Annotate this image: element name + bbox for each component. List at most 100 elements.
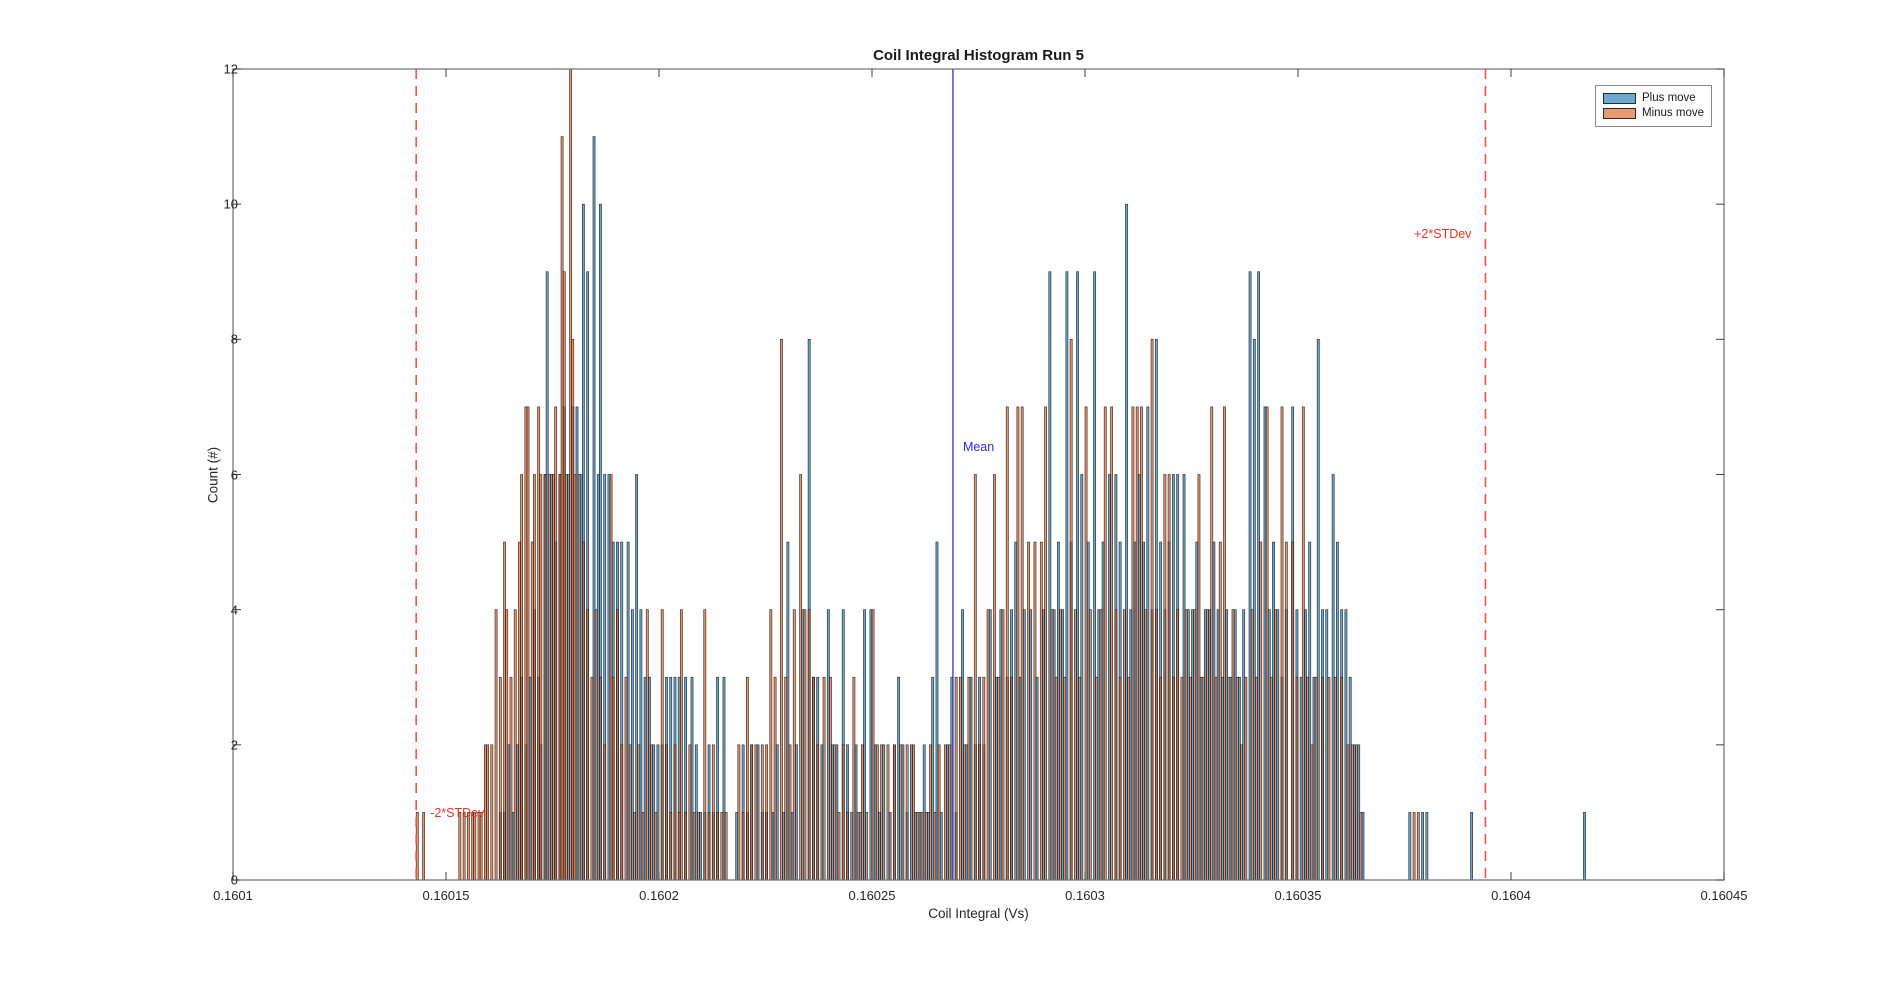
y-tick-label: 12 (223, 61, 238, 77)
histogram-bar (520, 474, 524, 881)
histogram-bar (1059, 609, 1062, 881)
histogram-bar (509, 676, 513, 881)
histogram-bar (899, 744, 903, 881)
histogram-bar (822, 676, 826, 881)
histogram-bar (422, 812, 426, 881)
histogram-bar (1140, 406, 1143, 881)
histogram-bar (1265, 406, 1269, 881)
histogram-bar (929, 744, 932, 881)
histogram-bar (1223, 406, 1226, 881)
histogram-bar (741, 812, 745, 881)
histogram-bar (539, 474, 543, 881)
histogram-bar (581, 541, 585, 881)
histogram-bar (1154, 609, 1158, 881)
histogram-bar (920, 812, 924, 881)
histogram-bar (737, 744, 741, 881)
histogram-bar (1274, 609, 1278, 881)
histogram-bar (986, 609, 990, 881)
histogram-bar (611, 676, 615, 881)
histogram-bar (1416, 812, 1420, 881)
histogram-bar (803, 609, 807, 881)
histogram-bar (564, 474, 568, 881)
histogram-bar (799, 474, 803, 881)
histogram-bar (1301, 406, 1305, 881)
histogram-bar (1214, 676, 1218, 881)
histogram-bar (1176, 609, 1180, 881)
histogram-bar (1135, 406, 1139, 881)
histogram-bar (963, 744, 967, 881)
histogram-bar (784, 676, 788, 881)
histogram-bar (1063, 676, 1067, 881)
histogram-bar (679, 609, 683, 881)
histogram-bar (1180, 676, 1184, 881)
x-tick-label: 0.1603 (1065, 888, 1105, 903)
histogram-bar (1114, 609, 1118, 881)
histogram-bar (505, 609, 509, 881)
histogram-bar (746, 676, 749, 881)
histogram-bar (1355, 744, 1358, 881)
histogram-bar (688, 744, 692, 881)
histogram-bar (1074, 609, 1077, 881)
histogram-bar (590, 676, 594, 881)
histogram-bar (944, 744, 947, 881)
histogram-bar (616, 609, 619, 881)
histogram-bar (769, 609, 773, 881)
histogram-bar (861, 744, 864, 881)
histogram-bar (1231, 609, 1235, 881)
histogram-bar (684, 812, 688, 881)
y-tick-label: 6 (230, 467, 238, 482)
histogram-bar (916, 812, 920, 881)
histogram-bar (513, 609, 517, 881)
histogram-bar (1033, 541, 1037, 881)
histogram-bar (954, 676, 958, 881)
histogram-bar (807, 609, 811, 881)
histogram-bar (1295, 676, 1299, 881)
histogram-bar (1027, 541, 1030, 881)
histogram-bar (1291, 541, 1295, 881)
histogram-bar (829, 676, 832, 881)
histogram-bar (905, 744, 909, 881)
histogram-bar (937, 744, 941, 881)
histogram-bar (1123, 609, 1126, 881)
histogram-bar (812, 676, 815, 881)
histogram-bar (1184, 609, 1188, 881)
histogram-bar (1346, 744, 1350, 881)
histogram-bar (1054, 676, 1058, 881)
histogram-bar (1350, 744, 1354, 881)
histogram-bar (1321, 676, 1324, 881)
histogram-bar (1408, 812, 1412, 881)
y-tick-label: 10 (223, 196, 238, 212)
histogram-bar (1039, 541, 1043, 881)
histogram-bar (599, 676, 602, 881)
histogram-bar (933, 812, 937, 881)
histogram-bar (1314, 676, 1318, 881)
histogram-bar (594, 609, 598, 881)
y-tick-label: 0 (230, 872, 238, 888)
histogram-bar (1044, 406, 1047, 881)
histogram-bar (633, 812, 636, 881)
legend: Plus move Minus move (1595, 85, 1712, 127)
histogram-bar (973, 474, 977, 881)
plus-2stdev-annotation: +2*STDev (1414, 227, 1472, 241)
histogram-bar (490, 744, 494, 881)
histogram-bar (982, 676, 986, 881)
histogram-bar (645, 609, 649, 881)
histogram-bar (479, 812, 483, 881)
histogram-bar (1167, 474, 1171, 881)
tick-marks (232, 68, 1725, 881)
histogram-bar (750, 744, 754, 881)
histogram-bar (1284, 541, 1288, 881)
histogram-bar (1159, 676, 1163, 881)
histogram-bar (1306, 676, 1309, 881)
histogram-bar (886, 744, 890, 881)
histogram-bar (1088, 609, 1092, 881)
histogram-bar (924, 812, 928, 881)
histogram-bar (1227, 676, 1231, 881)
histogram-bar (673, 744, 677, 881)
histogram-bar (833, 744, 837, 881)
histogram-bar (577, 474, 581, 881)
histogram-bar (871, 609, 875, 881)
histogram-bar (1425, 812, 1429, 881)
histogram-bar (711, 744, 715, 881)
